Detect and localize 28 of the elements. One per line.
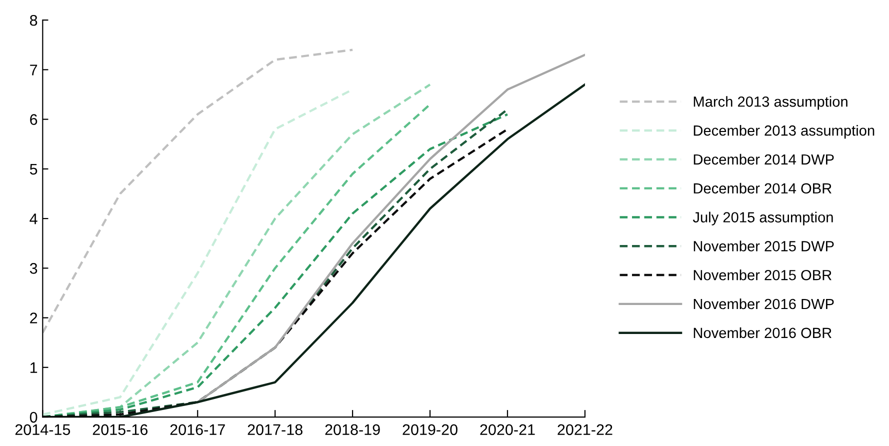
line-series	[196, 54, 585, 404]
legend-label: December 2014 OBR	[694, 182, 832, 194]
legend-label: November 2016 OBR	[694, 327, 832, 338]
y-tick-label: 2	[30, 312, 38, 324]
legend-label: December 2013 assumption	[694, 125, 874, 139]
y-tick-label: 5	[30, 164, 38, 175]
x-tick-label: 2018-19	[325, 424, 380, 436]
y-tick-label: 3	[30, 263, 38, 274]
x-tick-label: 2020-21	[480, 424, 535, 436]
legend-label: November 2015 OBR	[694, 270, 832, 280]
y-tick-label: 6	[30, 114, 38, 125]
x-tick-label: 2015-16	[92, 424, 148, 436]
x-tick-label: 2014-15	[15, 424, 70, 436]
y-tick-label: 7	[30, 64, 38, 76]
legend-label: November 2016 DWP	[694, 298, 834, 310]
x-tick-label: 2016-17	[170, 424, 225, 436]
legend-label: July 2015 assumption	[692, 212, 833, 226]
legend-label: March 2013 assumption	[694, 96, 848, 110]
y-tick-label: 0	[30, 412, 38, 423]
y-tick-label: 4	[30, 214, 38, 224]
x-tick-label: 2021-22	[558, 424, 612, 436]
y-tick-label: 1	[30, 362, 38, 373]
line-series	[42, 48, 354, 334]
x-tick-label: 2017-18	[248, 424, 302, 436]
y-tick-label: 8	[30, 14, 38, 26]
legend-label: November 2015 DWP	[694, 240, 834, 252]
legend-label: December 2014 DWP	[694, 154, 834, 165]
x-tick-label: 2019-20	[402, 424, 458, 436]
